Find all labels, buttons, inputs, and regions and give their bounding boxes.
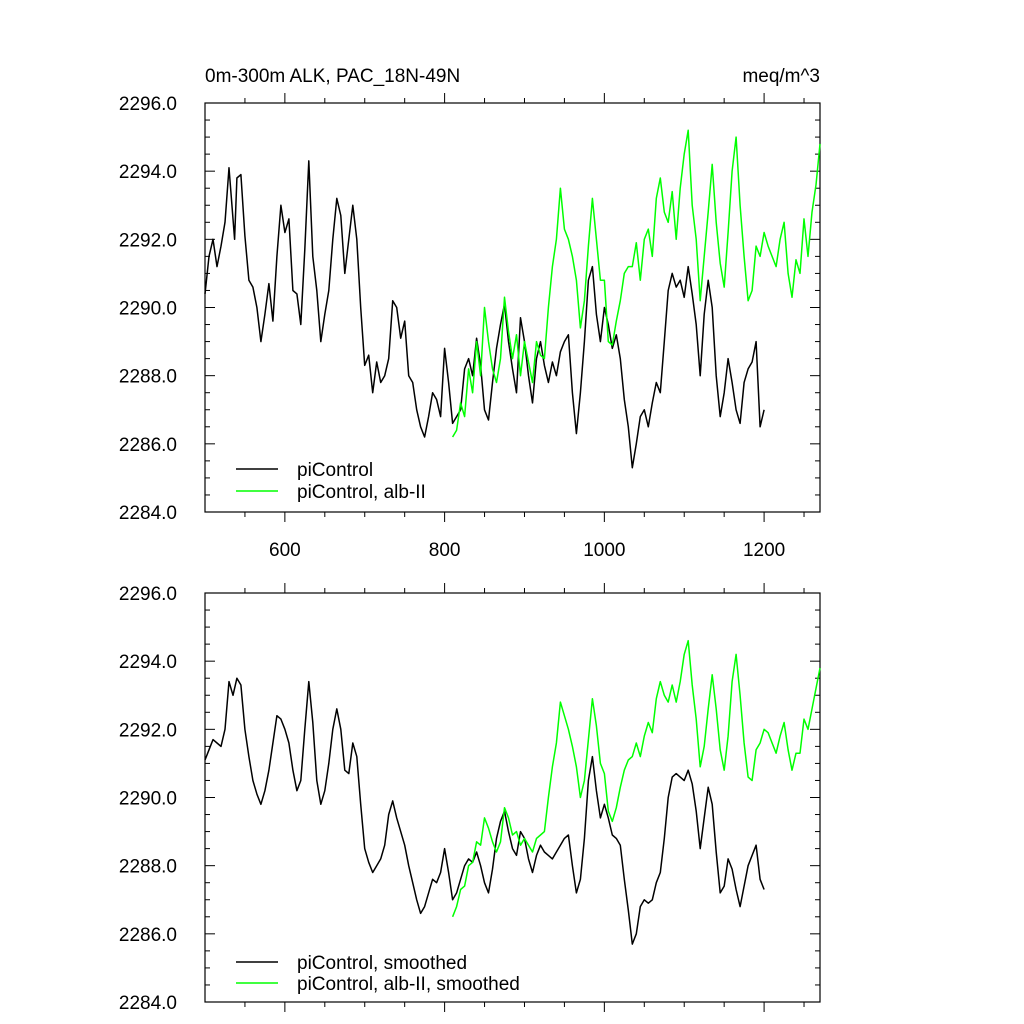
x-tick-label: 1000 — [583, 540, 625, 561]
legend-label-picontrol-smoothed: piControl, smoothed — [297, 953, 467, 974]
series-line-picontrol-alb-ii — [451, 129, 821, 438]
y-tick-label: 2292.0 — [119, 230, 177, 251]
y-tick-label: 2284.0 — [119, 503, 177, 524]
x-tick-label: 1200 — [743, 540, 785, 561]
axis-ticks — [205, 93, 820, 522]
series-line-picontrol-alb-ii-smoothed — [451, 639, 821, 918]
chart-units-label: meq/m^3 — [742, 66, 820, 87]
y-tick-label: 2296.0 — [119, 584, 177, 605]
data-series-group — [204, 639, 821, 945]
plot-frame — [204, 592, 821, 1003]
y-tick-label: 2288.0 — [119, 857, 177, 878]
y-tick-label: 2290.0 — [119, 299, 177, 320]
x-axis-tick-labels: 600 800 1000 1200 — [269, 540, 785, 561]
series-line-picontrol-smoothed — [204, 677, 765, 945]
y-tick-label: 2286.0 — [119, 925, 177, 946]
y-tick-label: 2294.0 — [119, 162, 177, 183]
y-axis-tick-labels: 2284.0 2286.0 2288.0 2290.0 2292.0 2294.0 2296… — [119, 94, 177, 524]
y-tick-label: 2292.0 — [119, 720, 177, 741]
y-tick-label: 2288.0 — [119, 367, 177, 388]
bottom-chart-panel: 2284.0 2286.0 2288.0 2290.0 2292.0 2294.0 2296… — [119, 583, 821, 1014]
plot-frame — [204, 102, 821, 513]
y-tick-label: 2290.0 — [119, 789, 177, 810]
axis-ticks — [205, 583, 820, 1012]
chart-title: 0m-300m ALK, PAC_18N-49N — [205, 66, 460, 87]
legend-label-picontrol-alb-ii-smoothed: piControl, alb-II, smoothed — [297, 974, 520, 995]
y-tick-label: 2296.0 — [119, 94, 177, 115]
data-series-group — [204, 129, 821, 469]
y-axis-tick-labels: 2284.0 2286.0 2288.0 2290.0 2292.0 2294.0 2296… — [119, 584, 177, 1014]
y-tick-label: 2284.0 — [119, 993, 177, 1014]
y-tick-label: 2294.0 — [119, 652, 177, 673]
x-tick-label: 800 — [429, 540, 461, 561]
series-line-picontrol — [204, 160, 765, 469]
legend: piControl, smoothed piControl, alb-II, s… — [236, 953, 520, 995]
legend-label-picontrol-alb-ii: piControl, alb-II — [297, 482, 426, 503]
legend-label-picontrol: piControl — [297, 460, 373, 481]
legend: piControl piControl, alb-II — [236, 460, 426, 503]
x-tick-label: 600 — [269, 540, 301, 561]
y-tick-label: 2286.0 — [119, 435, 177, 456]
top-chart-panel: 0m-300m ALK, PAC_18N-49N meq/m^3 2284.02… — [119, 66, 821, 561]
